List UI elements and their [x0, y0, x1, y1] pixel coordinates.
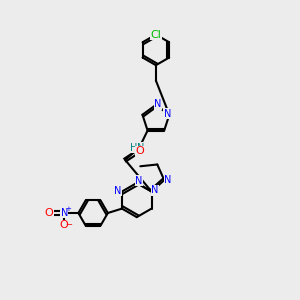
- Text: +: +: [65, 206, 71, 212]
- Text: N: N: [135, 176, 143, 186]
- Text: N: N: [154, 99, 162, 110]
- Text: O: O: [136, 146, 145, 156]
- Text: N: N: [164, 109, 171, 119]
- Text: Cl: Cl: [151, 30, 161, 40]
- Text: O: O: [45, 208, 54, 218]
- Text: −: −: [65, 220, 72, 230]
- Text: N: N: [114, 186, 122, 196]
- Text: O: O: [60, 220, 69, 230]
- Text: N: N: [164, 175, 172, 185]
- Text: N: N: [61, 208, 68, 218]
- Text: N: N: [152, 185, 159, 195]
- Text: H: H: [130, 142, 137, 153]
- Text: N: N: [137, 142, 145, 153]
